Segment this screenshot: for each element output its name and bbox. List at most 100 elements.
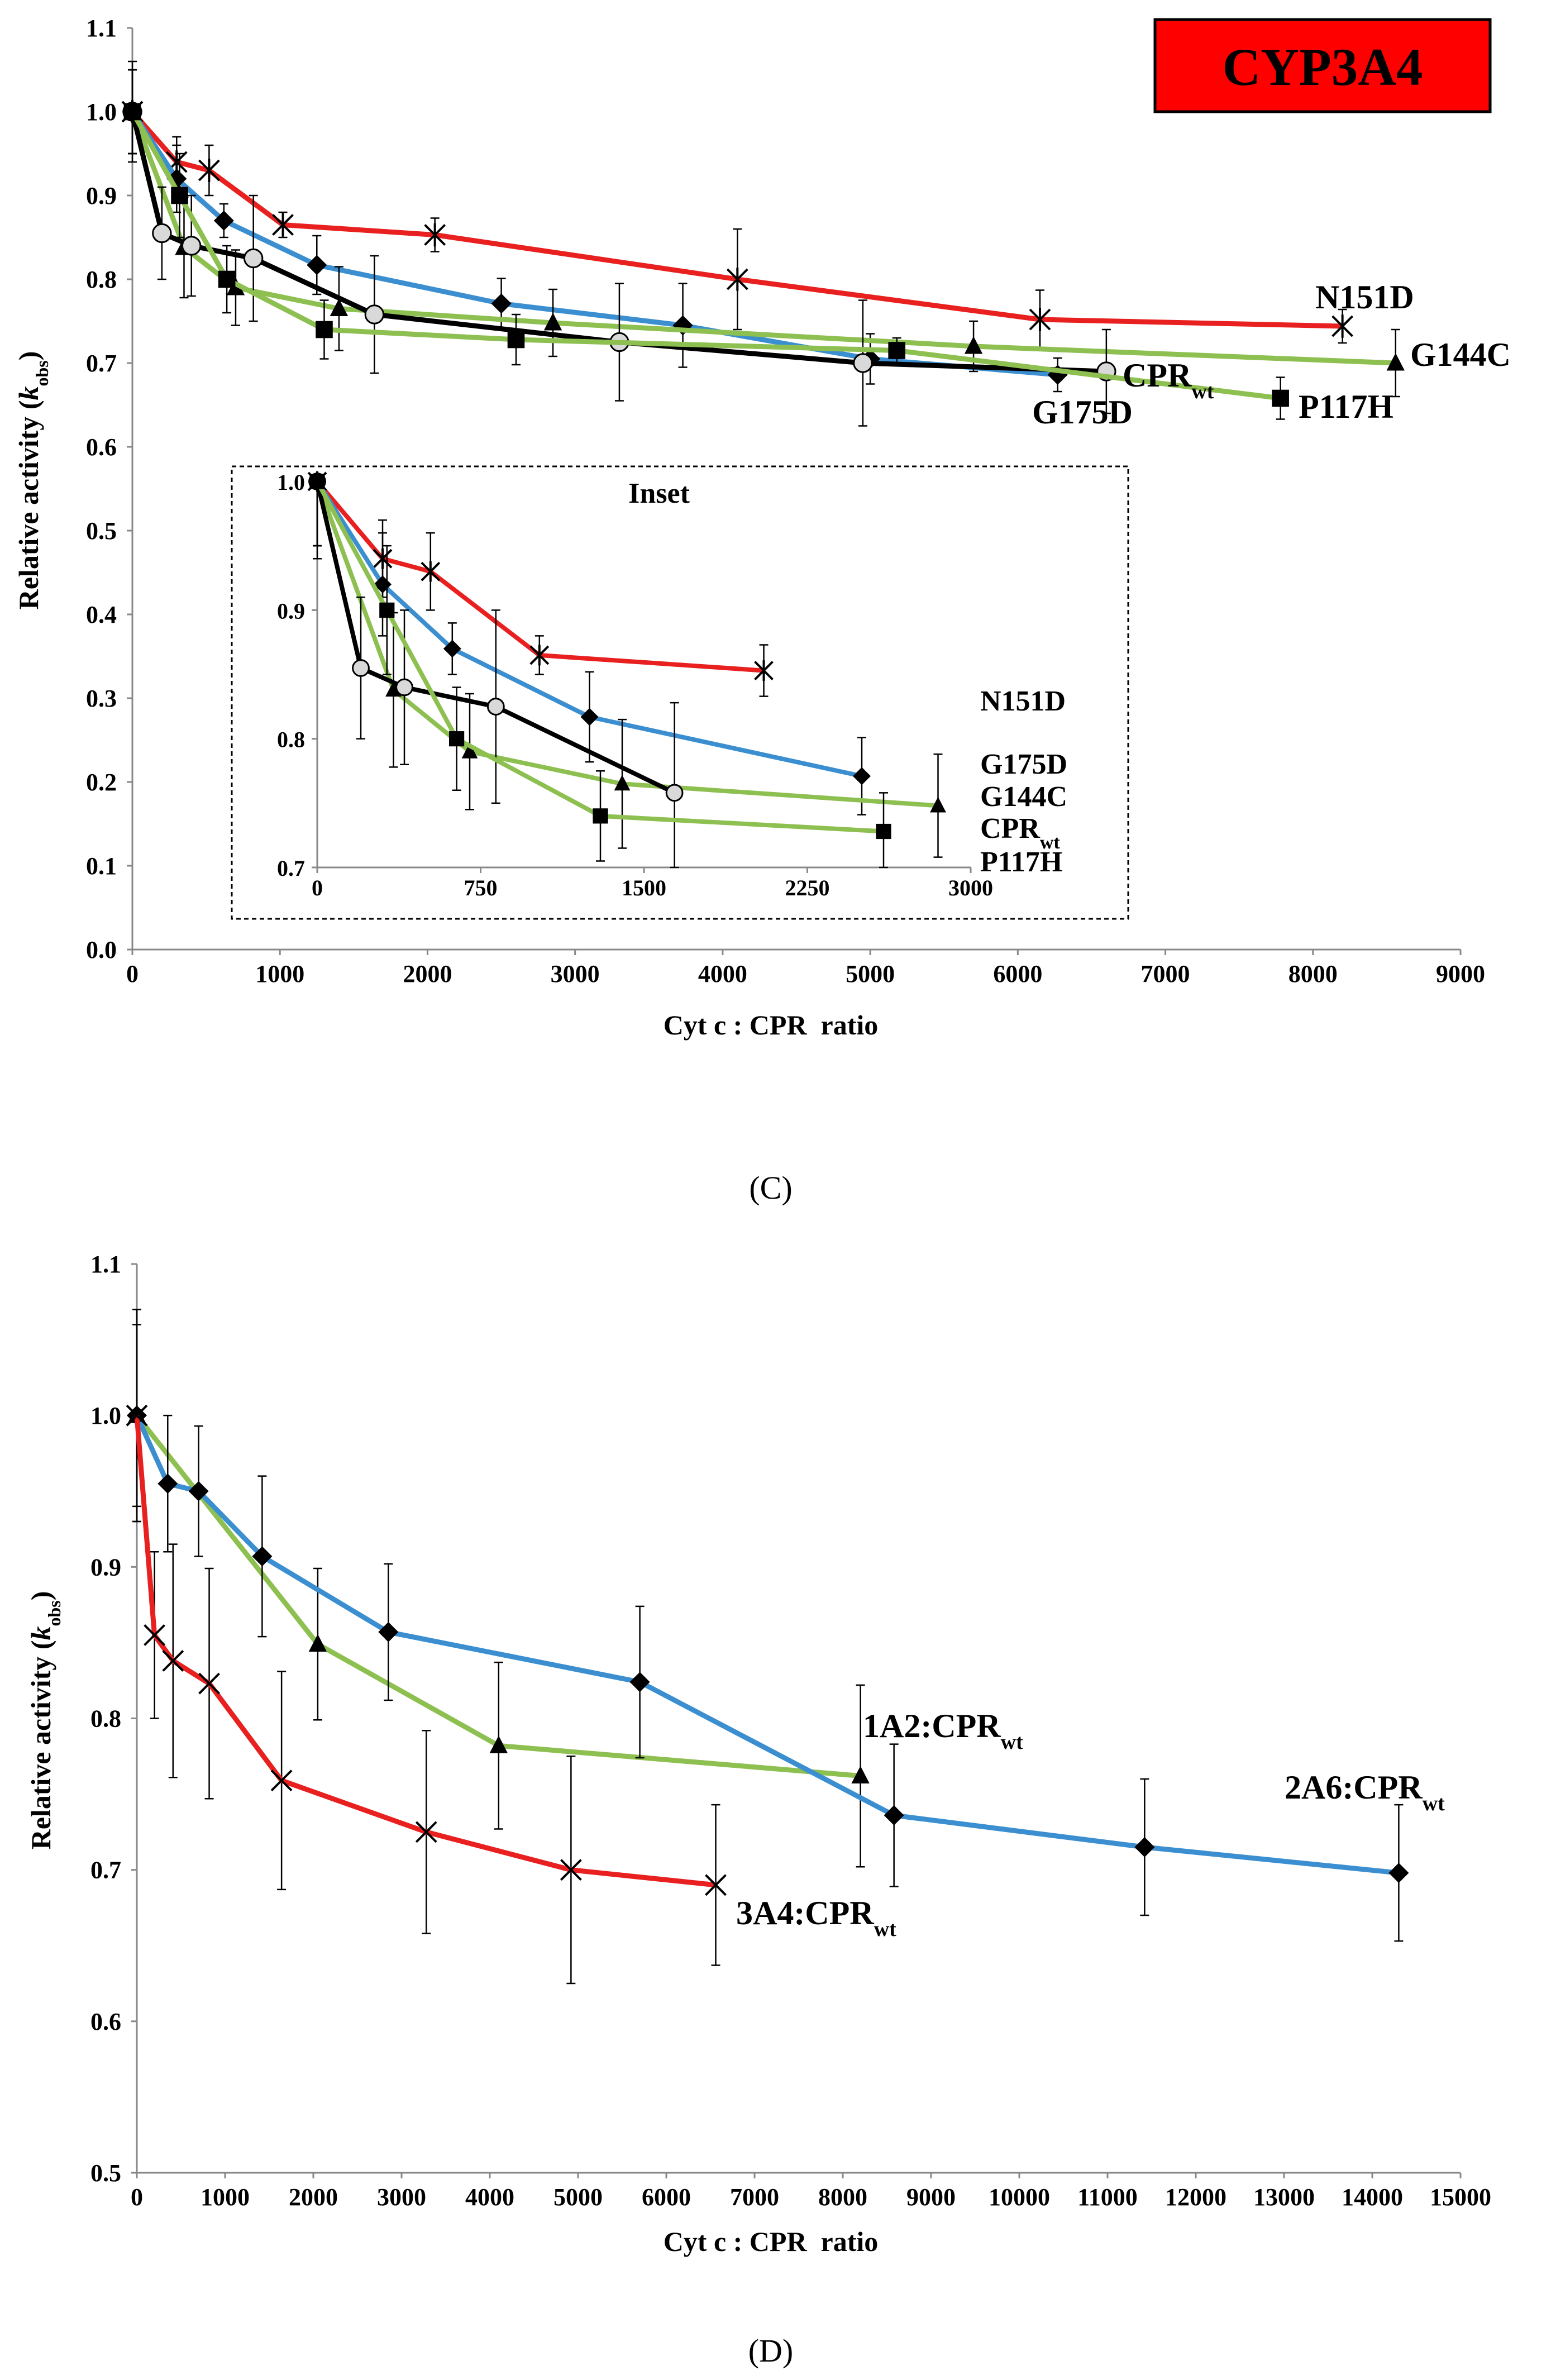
inset-title: Inset — [628, 478, 690, 509]
inset-x-tick-label: 1500 — [622, 875, 666, 900]
panel-c-y-tick-label: 0.5 — [86, 517, 117, 545]
inset-series — [307, 471, 946, 869]
inset-y-tick-label: 1.0 — [277, 470, 305, 495]
panel-c-x-tick-label: 2000 — [403, 960, 452, 988]
series-line-g175d — [130, 110, 1058, 378]
panel-d-series — [126, 1309, 1409, 1985]
data-point — [198, 1672, 220, 1695]
label-p117h: P117H — [1299, 388, 1393, 425]
data-point — [449, 731, 465, 747]
series-line-n151d — [130, 110, 1343, 329]
panel-c-title-box — [1153, 18, 1492, 113]
panel-c-x-tick-label: 3000 — [551, 960, 600, 988]
inset-label-g144c: G144C — [980, 781, 1067, 813]
data-point — [853, 353, 873, 373]
label-1a2-cpr-wt: 1A2:CPRwt — [863, 1708, 1023, 1754]
data-point — [162, 1650, 184, 1672]
series-1a2-cprwt — [127, 1309, 870, 1868]
data-point — [126, 1404, 148, 1427]
data-point — [1332, 314, 1354, 338]
panel-c-inset: Inset 0.7 0.8 0.9 1.0 0 750 1500 2250 3000 N151… — [231, 465, 1129, 920]
panel-c-x-tick-label: 1000 — [255, 960, 304, 988]
label-n151d: N151D — [1315, 279, 1414, 316]
panel-d-y-tick-label: 1.1 — [90, 1251, 121, 1278]
panel-c-x-tick-label: 8000 — [1288, 960, 1338, 988]
panel-c-y-tick-label: 0.1 — [86, 852, 117, 880]
data-point — [580, 708, 599, 726]
series-2a6-cprwt — [127, 1309, 1409, 1942]
panel-c-x-tick-label: 9000 — [1436, 960, 1485, 988]
data-point — [614, 775, 631, 791]
data-point — [543, 313, 562, 331]
data-point — [364, 304, 385, 325]
series-p117h — [123, 69, 1289, 420]
label-cpr-wt: CPRwt — [1123, 357, 1214, 403]
panel-c-y-tick-label: 0.8 — [86, 266, 117, 293]
inset-x-tick-label: 750 — [464, 875, 498, 900]
data-point — [884, 1805, 904, 1826]
data-point — [491, 293, 512, 314]
panel-c-caption: (C) — [749, 1170, 792, 1206]
data-point — [352, 659, 370, 677]
panel-d-x-tick-label: 14000 — [1342, 2183, 1403, 2211]
panel-d-y-tick-label: 0.6 — [90, 2008, 121, 2035]
data-point — [213, 211, 234, 231]
inset-frame — [231, 465, 1129, 920]
panel-d-x-tick-labels: 0 1000 2000 3000 4000 5000 6000 7000 8000 9000 100… — [131, 2183, 1491, 2211]
inset-x-tick-labels: 0 750 1500 2250 3000 — [312, 875, 993, 900]
inset-x-tick-label: 3000 — [948, 875, 993, 900]
panel-c-x-tick-label: 6000 — [993, 960, 1042, 988]
label-2a6-cpr-wt: 2A6:CPRwt — [1285, 1769, 1445, 1815]
panel-c-y-tick-label: 0.7 — [86, 350, 117, 377]
panel-d-x-tick-label: 10000 — [989, 2183, 1050, 2211]
panel-c-y-axis-label: Relative activity (kobs) — [13, 351, 52, 610]
panel-c-y-tick-label: 0.4 — [86, 601, 117, 628]
data-point — [316, 321, 333, 338]
panel-d-y-tick-label: 1.0 — [90, 1402, 121, 1429]
panel-d-caption: (D) — [748, 2333, 794, 2369]
data-point — [461, 742, 478, 759]
panel-d-x-tick-label: 12000 — [1165, 2183, 1227, 2211]
series-3a4-cprwt — [126, 1324, 727, 1985]
data-point — [529, 645, 550, 666]
inset-label-cpr-wt: CPRwt — [980, 813, 1060, 853]
data-point — [379, 602, 395, 618]
data-point — [560, 1859, 582, 1881]
data-point — [309, 474, 325, 489]
data-point — [158, 1473, 178, 1494]
panel-d-x-tick-label: 8000 — [818, 2183, 867, 2211]
panel-c-x-tick-label: 0 — [126, 960, 139, 988]
data-point — [270, 1770, 293, 1792]
data-point — [1386, 353, 1405, 371]
panel-d-chart: 0.5 0.6 0.7 0.8 0.9 1.0 1.1 0 1000 2000 3000 4000 5… — [25, 1251, 1491, 2257]
panel-d-x-tick-label: 4000 — [465, 2183, 514, 2211]
data-point — [1029, 308, 1051, 331]
panel-c-axes — [127, 27, 1462, 955]
panel-c-x-tick-label: 4000 — [698, 960, 747, 988]
data-point — [415, 1821, 437, 1843]
inset-y-tick-label: 0.7 — [277, 856, 305, 881]
data-point — [443, 640, 461, 658]
panel-d-axes — [131, 1263, 1462, 2178]
data-point — [218, 270, 236, 288]
panel-c-title: CYP3A4 — [1223, 37, 1423, 97]
panel-c-y-tick-label: 0.3 — [86, 685, 117, 712]
data-point — [593, 808, 608, 824]
panel-d-x-tick-label: 5000 — [553, 2183, 603, 2211]
data-point — [754, 660, 774, 681]
data-point — [888, 342, 905, 359]
data-point — [123, 103, 141, 121]
data-point — [1272, 389, 1289, 407]
panel-d-y-axis-label: Relative activity (kobs) — [25, 1591, 64, 1850]
series-line-p117h — [130, 110, 1281, 401]
panel-d-x-tick-label: 6000 — [642, 2183, 691, 2211]
panel-c-x-axis-label: Cyt c : CPR ratio — [664, 1009, 879, 1041]
inset-x-tick-label: 0 — [312, 875, 323, 900]
data-point — [489, 1735, 508, 1753]
data-point — [876, 823, 891, 840]
data-point — [665, 784, 684, 802]
panel-d-x-tick-label: 13000 — [1253, 2183, 1315, 2211]
inset-x-tick-label: 2250 — [785, 875, 830, 900]
data-point — [1388, 1863, 1409, 1883]
